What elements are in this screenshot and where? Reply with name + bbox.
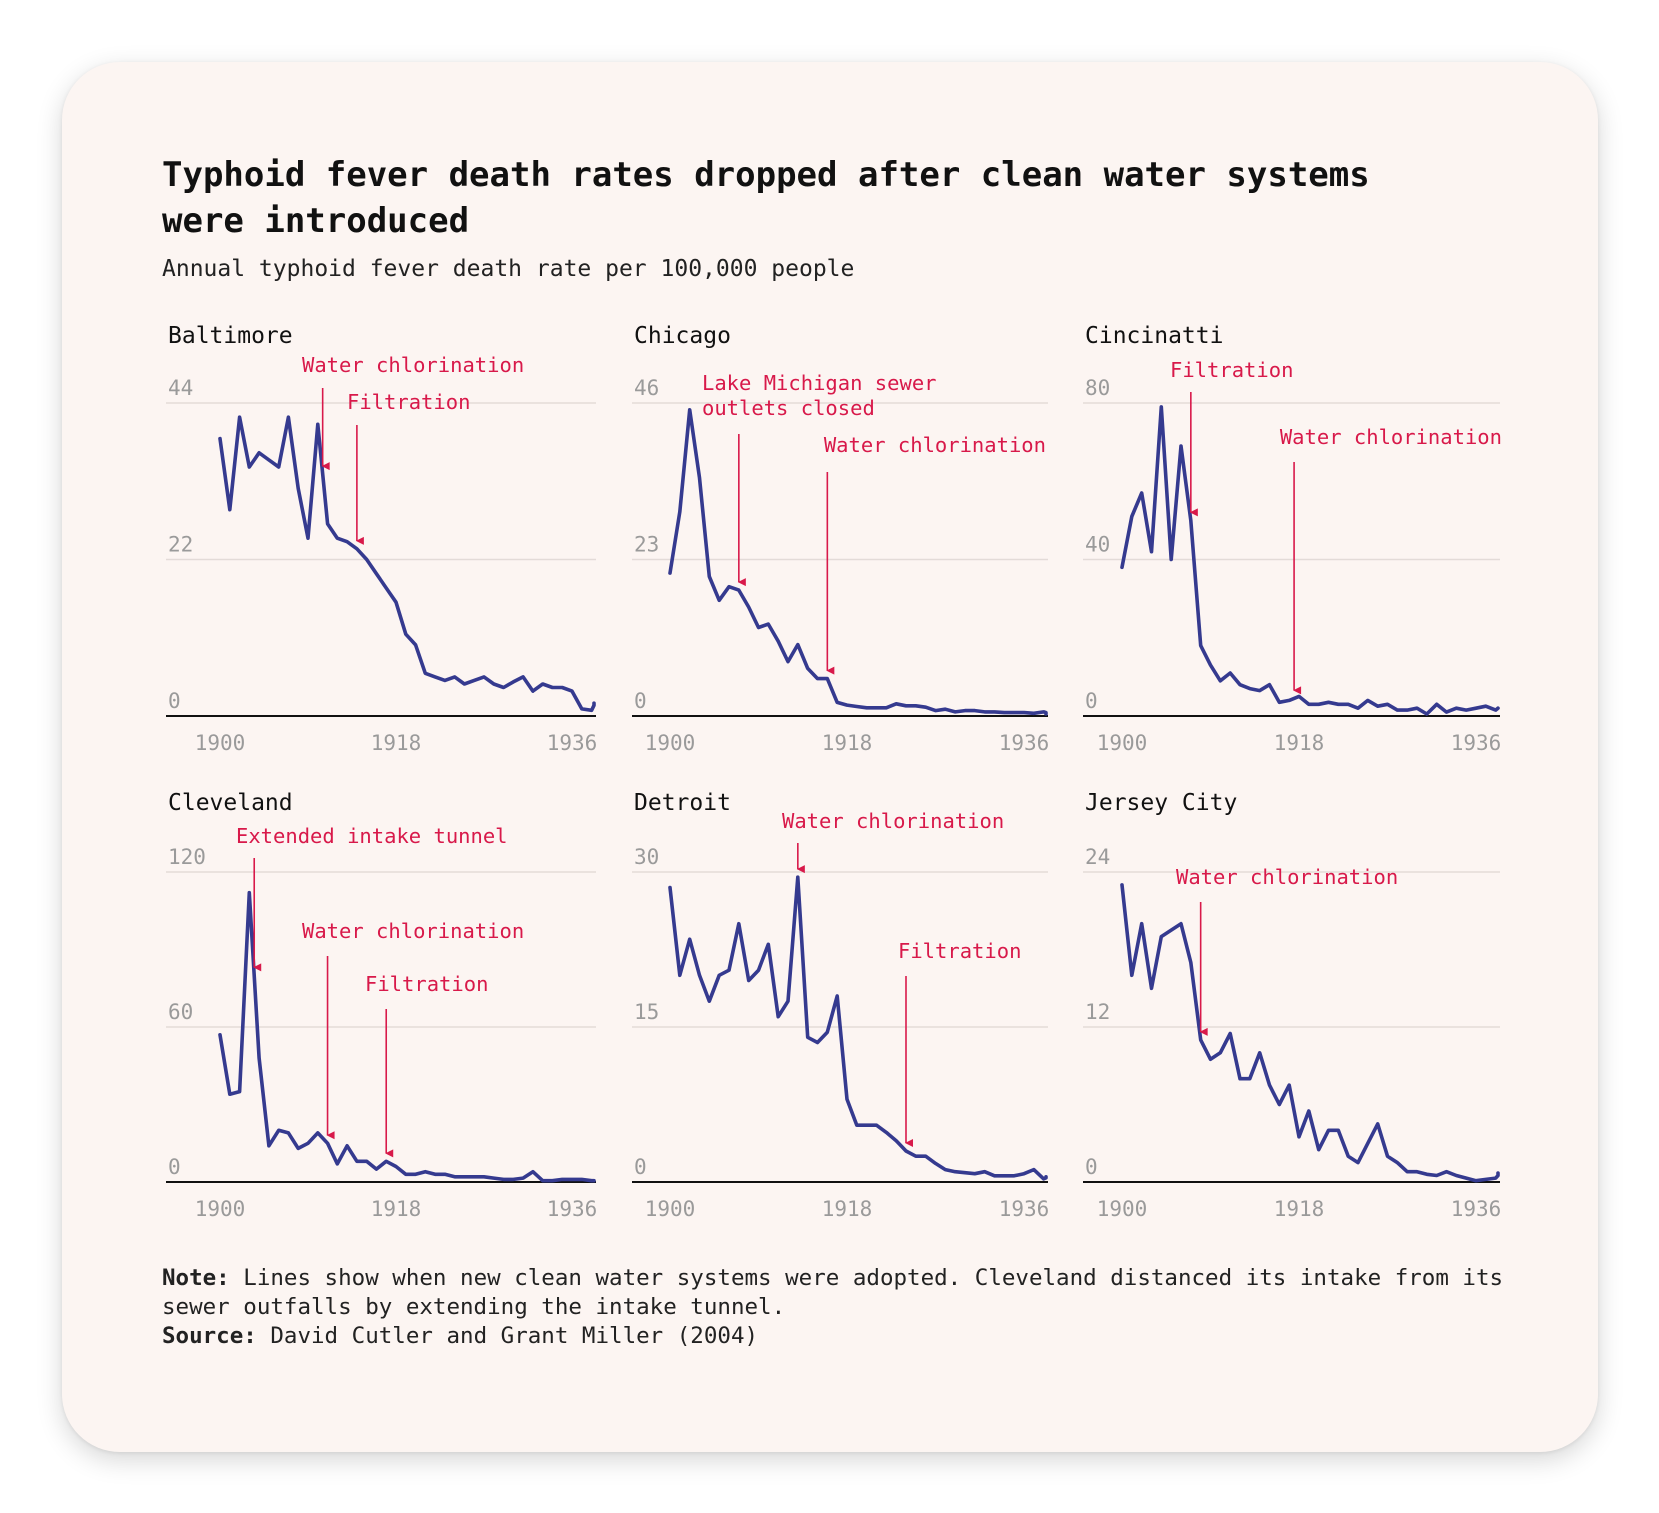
chart-footer: Note: Lines show when new clean water sy…	[162, 1264, 1522, 1351]
chart-subtitle: Annual typhoid fever death rate per 100,…	[162, 256, 855, 282]
source-label: Source:	[162, 1323, 257, 1349]
chart-card	[62, 62, 1598, 1452]
note-label: Note:	[162, 1265, 230, 1291]
chart-title: Typhoid fever death rates dropped after …	[162, 155, 1370, 241]
note-text: Lines show when new clean water systems …	[162, 1265, 1504, 1320]
source-text: David Cutler and Grant Miller (2004)	[270, 1323, 759, 1349]
source: Source: David Cutler and Grant Miller (2…	[162, 1322, 1522, 1351]
note: Note: Lines show when new clean water sy…	[162, 1264, 1522, 1322]
